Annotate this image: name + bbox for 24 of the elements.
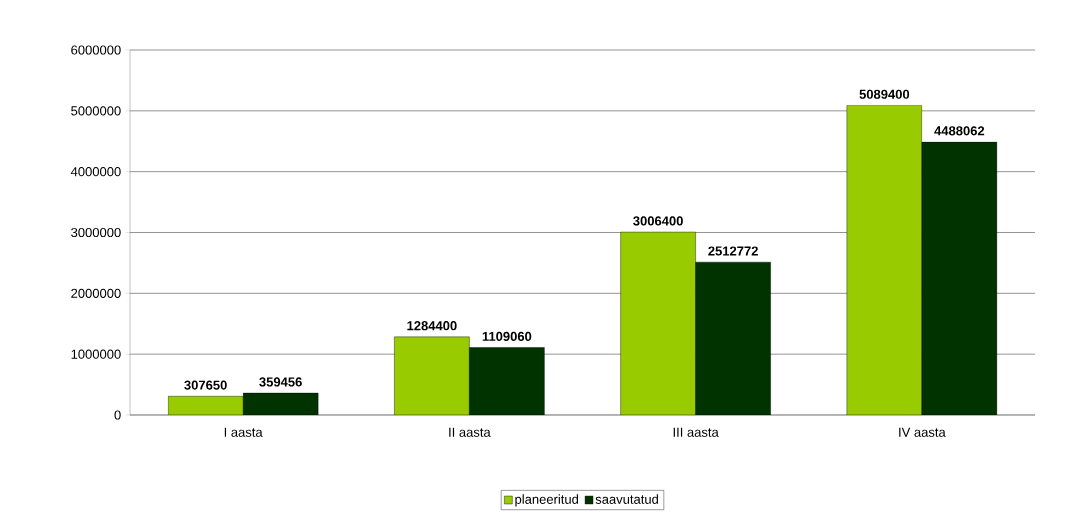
data-label: 4488062: [934, 126, 985, 136]
y-tick-label: 2000000: [71, 288, 121, 298]
y-tick-label: 0: [114, 410, 121, 420]
x-tick-label: I aasta: [224, 427, 263, 437]
data-label: 1109060: [482, 331, 532, 341]
data-label: 5089400: [859, 89, 910, 99]
y-tick-label: 1000000: [71, 349, 121, 359]
data-label: 359456: [259, 377, 302, 387]
x-tick-label: II aasta: [449, 427, 491, 437]
bar: [394, 336, 470, 415]
data-label: 307650: [184, 380, 227, 390]
bar: [846, 105, 923, 415]
y-tick-label: 5000000: [71, 106, 121, 116]
x-tick-label: IV aasta: [899, 427, 946, 437]
y-tick-label: 4000000: [70, 167, 121, 177]
bar: [620, 231, 696, 415]
data-label: 2512772: [708, 246, 758, 256]
data-label: 1284400: [407, 321, 457, 331]
x-tick-label: III aasta: [673, 427, 719, 437]
legend-label: planeeritud: [515, 494, 579, 507]
y-tick-label: 3000000: [71, 227, 121, 238]
legend-label: saavutatud: [595, 494, 658, 504]
y-tick-label: 6000000: [71, 45, 121, 55]
data-label: 3006400: [633, 216, 683, 226]
